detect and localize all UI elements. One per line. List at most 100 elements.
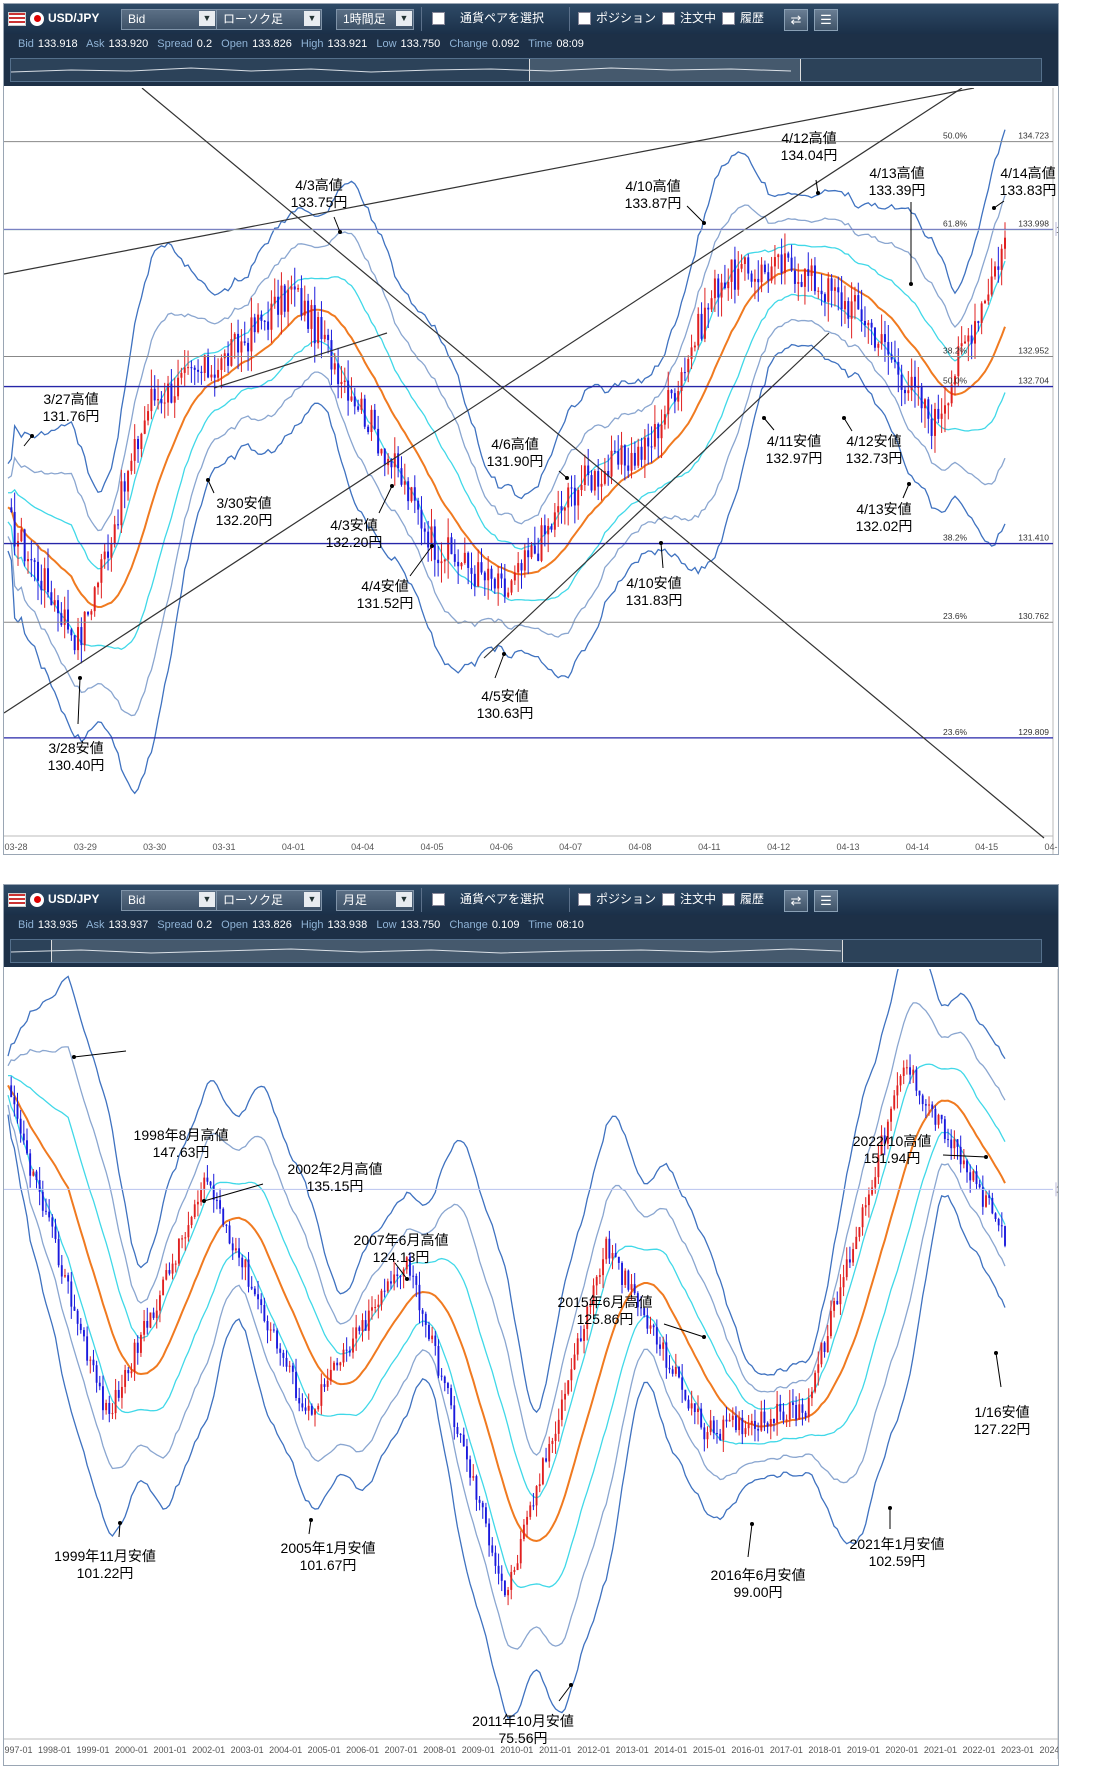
swap-icon[interactable]: ⇄ — [784, 890, 808, 912]
candle-body — [167, 383, 170, 403]
candle-body — [190, 367, 193, 369]
price-type-select[interactable]: Bid ▼ — [121, 9, 217, 30]
candle-body — [847, 301, 850, 319]
candle-body — [633, 1284, 636, 1294]
annotation-price: 132.20円 — [216, 512, 273, 528]
candle-body — [421, 1310, 424, 1314]
annotation-title: 2015年6月高値 — [558, 1294, 653, 1310]
candle-body — [861, 1207, 864, 1228]
navigator-range-handle[interactable] — [529, 59, 801, 81]
candle-body — [927, 399, 930, 419]
candle-body — [753, 278, 756, 282]
x-tick-label: 2024-01 — [1039, 1745, 1058, 1755]
candle-body — [317, 317, 320, 344]
candle-body — [140, 433, 143, 450]
timeframe-select[interactable]: 1時間足 ▼ — [336, 9, 414, 30]
pair-select-checkbox[interactable]: 通貨ペアを選択 — [432, 9, 544, 28]
candle-body — [640, 446, 643, 460]
annotation-price: 132.97円 — [766, 450, 823, 466]
candle-body — [767, 272, 770, 281]
candle-body — [285, 1357, 288, 1367]
candle-body — [400, 468, 403, 485]
candle-body — [260, 1299, 263, 1306]
candle-body — [886, 1121, 889, 1144]
candle-body — [683, 372, 686, 374]
chart-type-select[interactable]: ローソク足 ▼ — [216, 9, 322, 30]
navigator-track[interactable] — [10, 58, 1042, 82]
fibonacci-level-value: 132.704 — [1018, 376, 1049, 386]
x-tick-label: 03-28 — [4, 842, 27, 852]
candle-body — [136, 1342, 139, 1353]
chevron-down-icon: ▼ — [304, 11, 320, 26]
x-tick-label: 03-29 — [74, 842, 97, 852]
candle-body — [397, 453, 400, 469]
navigator-range-handle[interactable] — [51, 940, 843, 962]
candle-body — [35, 1171, 38, 1181]
navigator-track[interactable] — [10, 939, 1042, 963]
candle-body — [913, 376, 916, 388]
candle-body — [162, 1279, 165, 1296]
candle-body — [725, 1419, 728, 1422]
candle-body — [783, 253, 786, 274]
change-value: 0.092 — [491, 38, 520, 50]
candle-body — [852, 1249, 855, 1263]
candle-body — [570, 1369, 573, 1381]
candle-body — [200, 1189, 203, 1202]
history-toggle[interactable]: 履歴 — [722, 9, 764, 28]
candle-body — [972, 1171, 975, 1181]
timeframe-select[interactable]: 月足 ▼ — [336, 890, 414, 911]
candle-body — [527, 550, 530, 558]
candle-body — [700, 1408, 703, 1428]
x-tick-label: 04-07 — [559, 842, 582, 852]
candle-body — [257, 1294, 259, 1300]
candle-body — [727, 281, 730, 289]
candle-body — [396, 1274, 399, 1277]
candle-body — [962, 1160, 965, 1165]
candle-body — [32, 1171, 35, 1176]
candle-body — [985, 1195, 987, 1207]
candle-body — [41, 1191, 44, 1211]
currency-pair-button[interactable]: USD/JPY — [8, 9, 99, 28]
position-toggle[interactable]: ポジション — [578, 890, 656, 909]
candle-body — [190, 1216, 193, 1226]
x-tick-label: 2003-01 — [231, 1745, 264, 1755]
list-icon[interactable]: ☰ — [814, 890, 838, 912]
annotation-arrow-head — [816, 191, 820, 195]
pair-select-checkbox[interactable]: 通貨ペアを選択 — [432, 890, 544, 909]
candle-body — [839, 1287, 842, 1305]
candle-body — [54, 1226, 57, 1240]
candle-body — [23, 529, 26, 562]
price-info-bar: Bid 133.935 Ask 133.937 Spread 0.2 Open 133.… — [4, 915, 1058, 935]
order-toggle[interactable]: 注文中 — [662, 9, 716, 28]
divider — [569, 888, 570, 912]
annotation-arrow-head — [118, 1521, 122, 1525]
checkbox-box — [722, 12, 735, 25]
list-icon[interactable]: ☰ — [814, 9, 838, 31]
candle-body — [547, 525, 550, 535]
candle-body — [343, 380, 346, 382]
position-toggle[interactable]: ポジション — [578, 9, 656, 28]
candle-body — [950, 1139, 953, 1149]
candle-body — [488, 1523, 491, 1546]
annotation-price: 130.63円 — [477, 705, 534, 721]
annotation-price: 133.87円 — [625, 195, 682, 211]
price-type-select[interactable]: Bid ▼ — [121, 890, 217, 911]
x-tick-label: 2014-01 — [654, 1745, 687, 1755]
candle-body — [614, 1253, 617, 1257]
chart-type-select[interactable]: ローソク足 ▼ — [216, 890, 322, 911]
candle-body — [953, 376, 956, 385]
candle-body — [627, 465, 630, 471]
candle-body — [924, 1104, 927, 1106]
order-toggle[interactable]: 注文中 — [662, 890, 716, 909]
candle-body — [60, 613, 63, 625]
candle-body — [570, 487, 573, 489]
candle-body — [473, 573, 476, 587]
history-toggle[interactable]: 履歴 — [722, 890, 764, 909]
trendline — [4, 88, 975, 275]
candle-body — [550, 525, 553, 530]
swap-icon[interactable]: ⇄ — [784, 9, 808, 31]
time-value: 08:09 — [556, 38, 584, 50]
candle-body — [490, 568, 493, 579]
currency-pair-button[interactable]: USD/JPY — [8, 890, 99, 909]
annotation-arrow — [995, 1352, 1002, 1388]
